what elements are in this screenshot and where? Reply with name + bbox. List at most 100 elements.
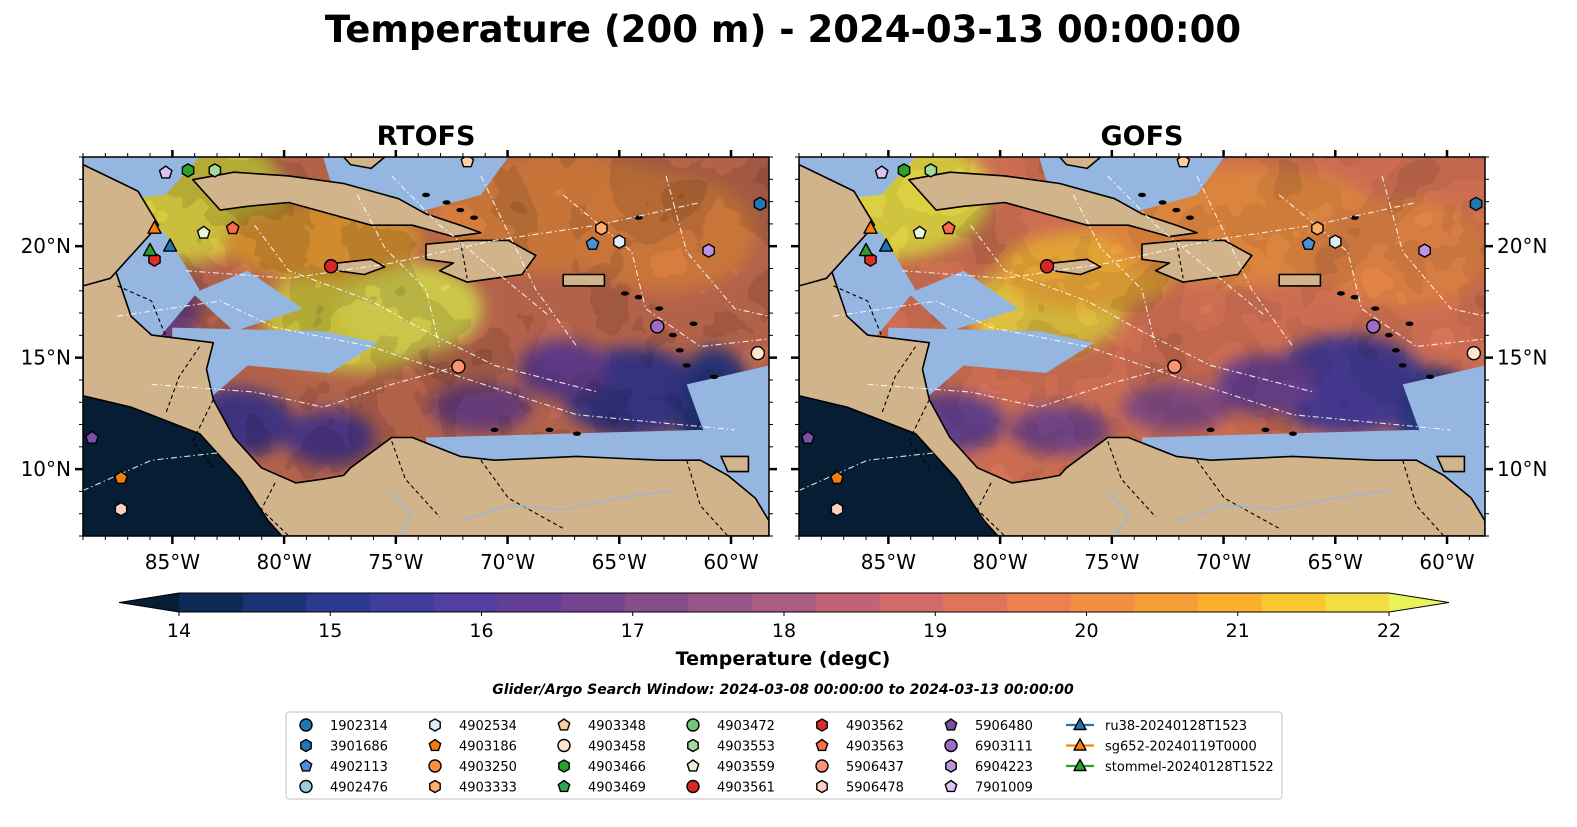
legend-label: 4902113 [330,760,388,775]
marker-sg652-20240119T0000 [147,220,162,234]
marker-sg652-20240119T0000 [863,220,878,234]
map-panel-rtofs: RTOFS 85°W 80°W 75°W 70°W 65°W 60°W 10°N 15°N 20°… [21,121,777,574]
marker-5906437 [1167,359,1182,374]
lat-label: 20°N [21,234,71,258]
country-border [686,460,729,536]
islet [675,348,684,353]
colorbar: 14 15 16 17 18 19 20 21 22 [118,592,1450,642]
islet [682,363,691,368]
lon-label: 70°W [480,550,535,574]
lon-label: 70°W [1196,550,1251,574]
colorbar-swatch [1134,593,1199,612]
legend-label: 3901686 [330,740,388,755]
float-markers [801,157,1483,517]
lon-label: 85°W [145,550,200,574]
figure-title: Temperature (200 m) - 2024-03-13 00:00:0… [325,8,1241,51]
colorbar-swatch [815,593,881,612]
marker-4903561 [1039,259,1055,274]
marker-4903333 [595,221,608,236]
colorbar-tick-label: 15 [318,620,342,642]
legend-label: ru38-20240128T1523 [1105,719,1247,734]
lat-label: 15°N [21,346,71,370]
legend-marker-7901009 [944,779,958,793]
eez-boundary [185,201,701,279]
legend-label: 4903469 [588,781,646,796]
marker-4903186 [114,470,128,484]
marker-5906480 [801,430,815,444]
legend-label: 4902476 [330,781,388,796]
land-yucatan [799,163,876,287]
marker-4903562 [864,252,877,267]
land-puertoRico [562,273,606,287]
legend-marker-4903333 [429,779,441,794]
colorbar-swatch [688,593,753,612]
legend-box [285,711,1283,800]
lat-label: 10°N [1497,457,1547,481]
islet [470,215,479,220]
legend-label: 6903111 [975,740,1033,755]
colorbar-tick-label: 14 [167,620,191,642]
lon-label: 85°W [861,550,916,574]
eez-boundary [867,364,1177,408]
marker-4903559 [196,225,211,239]
lat-label: 15°N [1497,346,1547,370]
islet [1426,374,1435,380]
islet [1398,363,1407,368]
eez-boundary [562,194,769,348]
colorbar-tick-label: 16 [469,620,493,642]
panel-title-rtofs: RTOFS [377,121,476,152]
colorbar-tick-label: 19 [923,620,947,642]
legend-label: 4903348 [588,719,646,734]
islet [545,427,554,433]
islet [1371,306,1380,311]
marker-4902113 [585,236,600,250]
marker-4903348 [460,157,475,168]
eez-boundary [901,201,1417,279]
country-border [164,346,201,415]
land-yucatan [83,163,160,287]
legend-marker-6903111 [944,738,958,753]
legend-marker-6904223 [945,759,957,773]
legend-marker-5906480 [944,718,958,731]
eez-boundary [117,300,735,431]
marker-7901009 [158,165,173,179]
legend-marker-4903559 [686,759,700,772]
legend-marker-4903466 [558,759,570,773]
islet [1384,332,1393,338]
islet [1186,215,1195,220]
marker-ru38-20240128T1523 [162,238,178,252]
marker-4903559 [912,225,927,239]
islet [1172,207,1181,213]
marker-4903466 [181,163,195,178]
map-frame [82,156,770,537]
colorbar-swatch [242,593,307,612]
land-cuba [908,171,1198,238]
marker-5906478 [830,502,844,517]
search-window-text: Glider/Argo Search Window: 2024-03-08 00… [492,682,1074,698]
colorbar-label: Temperature (degC) [676,648,891,670]
legend-marker-4903469 [557,779,571,793]
colorbar-extend-low [119,593,179,612]
marker-6903111 [1366,319,1381,334]
eez-boundary [1278,194,1485,348]
country-border [833,285,882,336]
eez-boundary [833,300,1451,431]
marker-stommel-20240128T1522 [142,242,158,257]
legend-marker-4903561 [686,779,700,794]
river [460,489,674,522]
country-border [117,285,166,336]
marker-4903333 [1311,221,1324,236]
legend-label: 4903561 [717,781,775,796]
lon-label: 65°W [1308,550,1363,574]
colorbar-swatch [624,593,690,612]
country-border [908,399,930,469]
colorbar-swatch [179,593,244,612]
eez-boundary [254,224,598,393]
panel-title-gofs: GOFS [1100,121,1183,152]
shallow-shelf [323,157,509,218]
land-puertoRico [1278,273,1322,287]
colorbar-tick-label: 17 [621,620,645,642]
legend-label: 4903472 [717,719,775,734]
marker-5906478 [114,502,128,517]
legend-marker-4903186 [428,738,442,752]
